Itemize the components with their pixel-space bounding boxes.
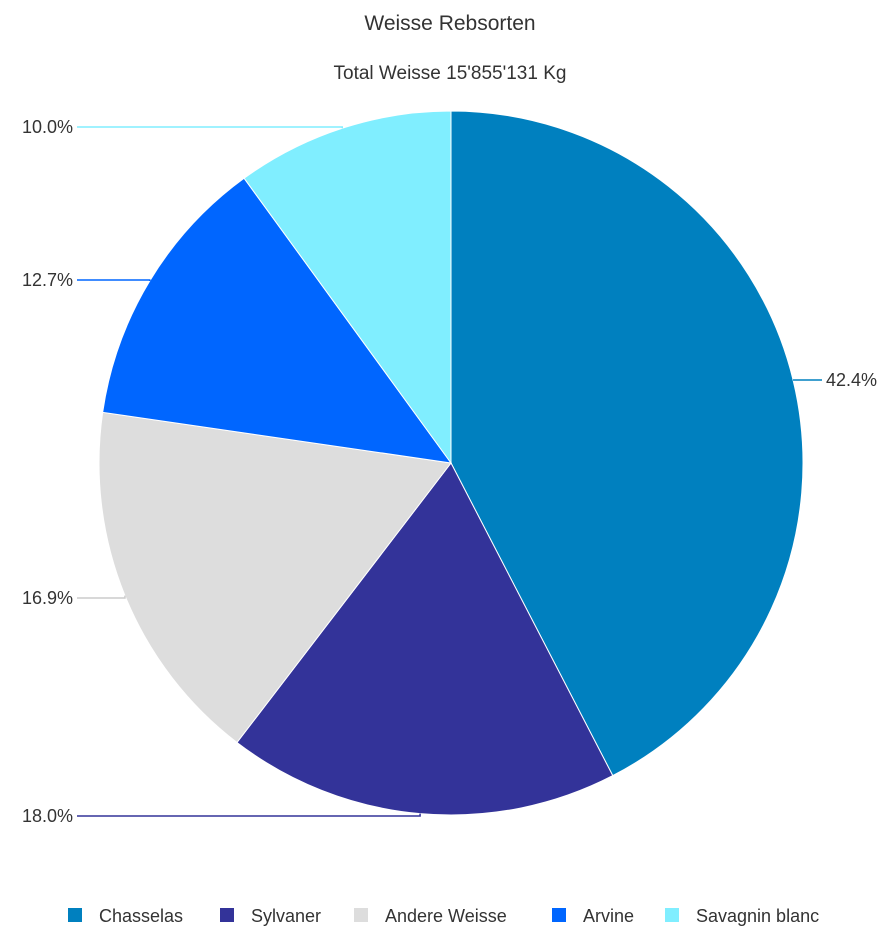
pie-slices <box>98 110 804 816</box>
legend-swatch-chasselas <box>68 908 82 922</box>
slice-labels: 42.4% 18.0% 16.9% 12.7% 10.0% <box>22 117 877 826</box>
leader-line-savagnin-blanc <box>77 126 343 129</box>
chart-title: Weisse Rebsorten <box>364 12 535 35</box>
chart-subtitle: Total Weisse 15'855'131 Kg <box>334 63 567 84</box>
pie-slice-savagnin-blanc <box>243 110 452 465</box>
legend-item-savagnin-blanc: Savagnin blanc <box>665 906 819 926</box>
leader-line-arvine <box>77 279 151 281</box>
legend-item-andere-weisse: Andere Weisse <box>354 906 507 926</box>
legend-label-savagnin-blanc: Savagnin blanc <box>696 906 819 926</box>
legend-item-arvine: Arvine <box>552 906 634 926</box>
legend-swatch-andere-weisse <box>354 908 368 922</box>
legend-label-sylvaner: Sylvaner <box>251 906 321 926</box>
leader-line-andere-weisse <box>77 595 126 599</box>
legend-item-chasselas: Chasselas <box>68 906 183 926</box>
legend-label-arvine: Arvine <box>583 906 634 926</box>
legend: Chasselas Sylvaner Andere Weisse Arvine Sava… <box>68 906 819 926</box>
slice-label-chasselas: 42.4% <box>826 370 877 390</box>
slice-label-andere-weisse: 16.9% <box>22 588 73 608</box>
legend-label-andere-weisse: Andere Weisse <box>385 906 507 926</box>
legend-label-chasselas: Chasselas <box>99 906 183 926</box>
slice-label-arvine: 12.7% <box>22 270 73 290</box>
legend-item-sylvaner: Sylvaner <box>220 906 321 926</box>
legend-swatch-sylvaner <box>220 908 234 922</box>
leader-line-sylvaner <box>77 813 421 817</box>
pie-slice-chasselas <box>450 110 804 777</box>
slice-label-sylvaner: 18.0% <box>22 806 73 826</box>
legend-swatch-arvine <box>552 908 566 922</box>
slice-label-savagnin-blanc: 10.0% <box>22 117 73 137</box>
legend-swatch-savagnin-blanc <box>665 908 679 922</box>
leader-lines <box>77 126 822 817</box>
